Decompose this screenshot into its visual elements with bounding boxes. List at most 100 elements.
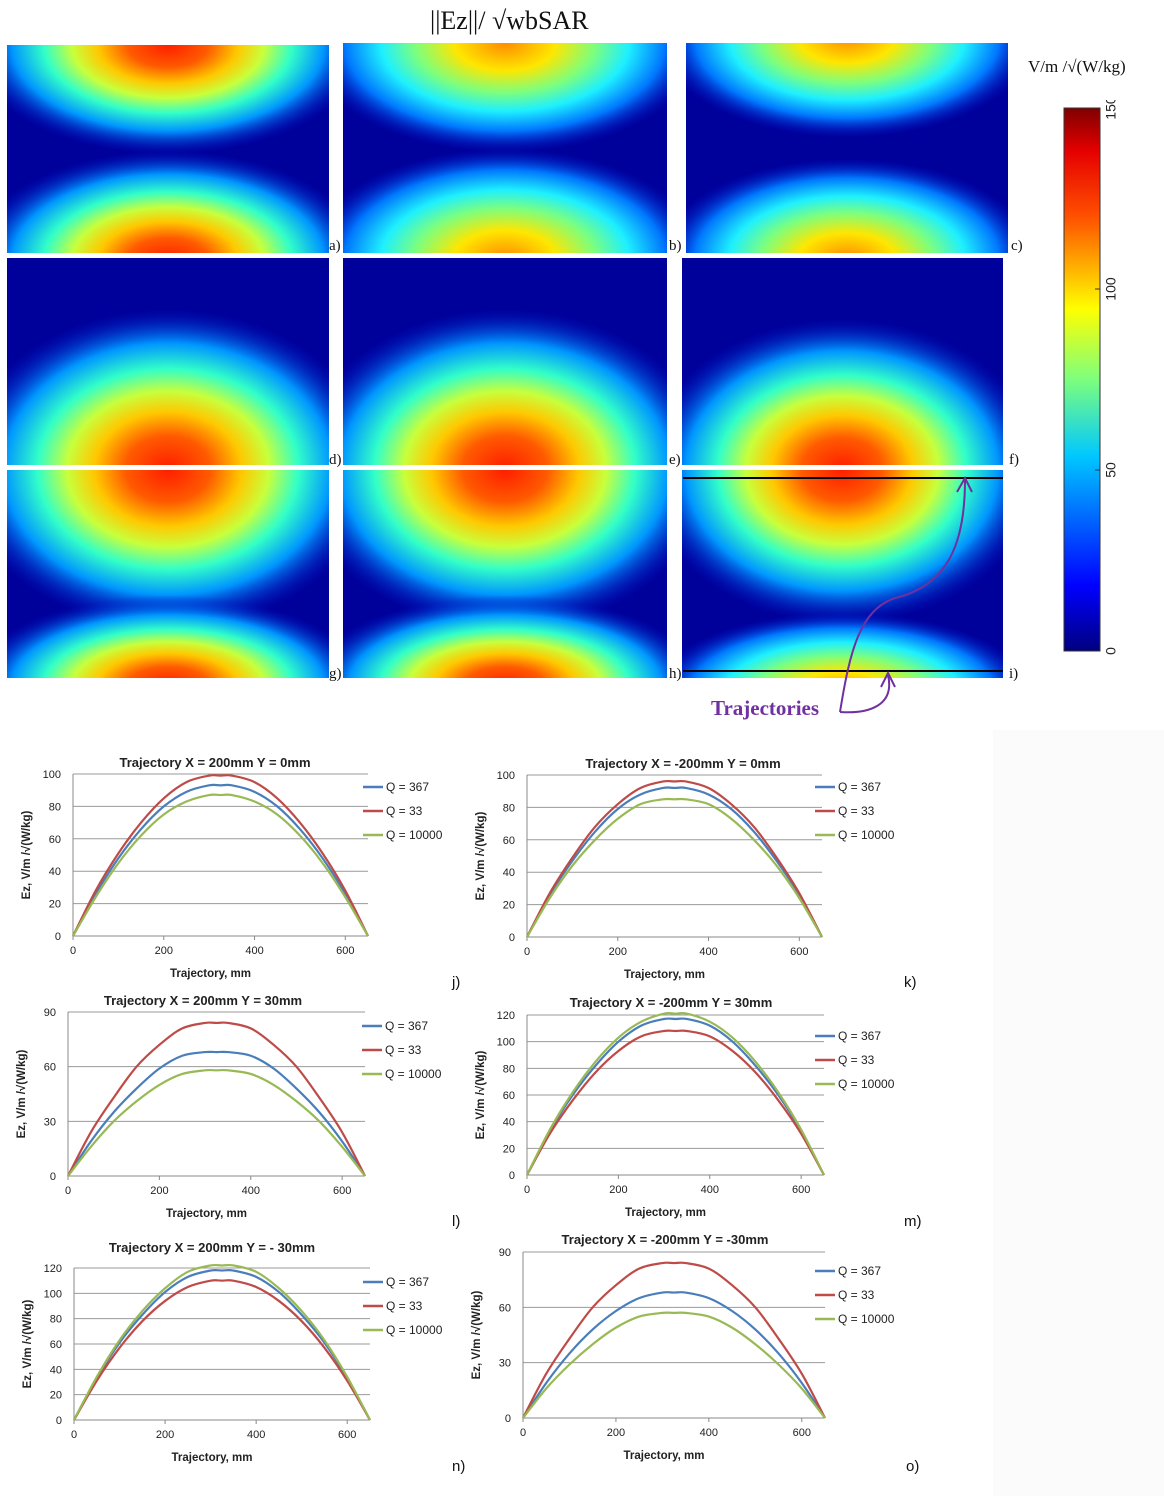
- y-tick-label: 0: [505, 1413, 511, 1425]
- chart-title: Trajectory X = -200mm Y = 0mm: [585, 756, 780, 771]
- y-tick-label: 60: [44, 1062, 56, 1074]
- side-blank-panel: [993, 730, 1164, 1496]
- colorbar-gradient: [1063, 107, 1101, 652]
- row-separator: [0, 465, 1005, 470]
- series-line-367: [67, 1050, 366, 1177]
- y-tick-label: 80: [503, 1063, 515, 1075]
- figure-title: ||Ez||/ √wbSAR: [430, 6, 589, 35]
- y-tick-label: 20: [503, 1143, 515, 1155]
- y-tick-label: 100: [497, 1037, 515, 1049]
- y-tick-label: 60: [499, 1302, 511, 1314]
- heatmap-f: [682, 258, 1003, 468]
- line-chart-j: Trajectory X = 200mm Y = 0mm 0 20 40 60 80 100…: [20, 755, 460, 991]
- x-tick-label: 0: [524, 1184, 530, 1196]
- trajectories-label: Trajectories: [711, 696, 820, 720]
- chart-title: Trajectory X = -200mm Y = 30mm: [570, 995, 773, 1010]
- legend-label: Q = 33: [385, 1043, 422, 1057]
- y-tick-label: 120: [44, 1263, 62, 1275]
- x-tick-label: 600: [790, 946, 808, 958]
- x-axis-label: Trajectory, mm: [170, 968, 251, 980]
- legend-label: Q = 10000: [838, 1312, 895, 1326]
- legend-label: Q = 367: [385, 1019, 428, 1033]
- line-chart-o: Trajectory X = -200mm Y = -30mm 0 30 60 90 0 2…: [470, 1232, 919, 1475]
- panel-label-h: h): [669, 666, 682, 682]
- legend-label: Q = 33: [838, 1288, 875, 1302]
- colorbar-tick-label: 50: [1103, 462, 1119, 478]
- heatmap-d: [7, 258, 329, 468]
- y-axis-label: Ez, V/m /√(W/kg): [15, 1049, 28, 1138]
- x-tick-label: 600: [336, 945, 354, 957]
- x-tick-label: 200: [150, 1185, 168, 1197]
- x-tick-label: 400: [247, 1429, 265, 1441]
- series-line-10000: [526, 797, 823, 938]
- series-line-33: [526, 1029, 825, 1176]
- annotation-arrow-upper: [839, 479, 966, 713]
- y-tick-label: 90: [44, 1007, 56, 1019]
- panel-label-f: f): [1009, 452, 1019, 468]
- colorbar-tick-label: 150: [1103, 100, 1119, 120]
- legend-label: Q = 10000: [838, 828, 895, 842]
- y-tick-label: 80: [50, 1314, 62, 1326]
- legend-label: Q = 10000: [386, 1323, 443, 1337]
- annotation-arrowhead-lower: [880, 670, 896, 688]
- colorbar-tick-label: 0: [1103, 647, 1119, 655]
- legend-label: Q = 367: [838, 1029, 881, 1043]
- legend-label: Q = 33: [838, 804, 875, 818]
- x-tick-label: 400: [245, 945, 263, 957]
- heatmap-a: [7, 45, 329, 255]
- x-tick-label: 200: [156, 1429, 174, 1441]
- y-tick-label: 20: [503, 900, 515, 912]
- colorbar: 0 50 100 150: [1063, 100, 1119, 655]
- x-tick-label: 0: [70, 945, 76, 957]
- series-line-33: [72, 774, 369, 937]
- chart-panel-label: n): [452, 1458, 465, 1475]
- x-tick-label: 400: [699, 946, 717, 958]
- annotation-arrowhead-upper: [956, 475, 973, 493]
- legend-label: Q = 33: [838, 1053, 875, 1067]
- legend-label: Q = 367: [386, 1275, 429, 1289]
- chart-panel-label: l): [452, 1213, 460, 1230]
- heatmap-e: [343, 258, 667, 468]
- y-tick-label: 60: [503, 835, 515, 847]
- trajectory-annotation-layer: [683, 475, 1003, 714]
- x-tick-label: 0: [71, 1429, 77, 1441]
- x-tick-label: 200: [609, 946, 627, 958]
- y-tick-label: 0: [55, 931, 61, 943]
- x-tick-label: 400: [700, 1427, 718, 1439]
- heatmap-b: [343, 43, 667, 255]
- row-separator: [0, 253, 1005, 258]
- legend-label: Q = 10000: [386, 828, 443, 842]
- y-tick-label: 40: [49, 866, 61, 878]
- legend-label: Q = 10000: [385, 1067, 442, 1081]
- legend-label: Q = 33: [386, 804, 423, 818]
- y-tick-label: 90: [499, 1247, 511, 1259]
- y-tick-label: 100: [43, 769, 61, 781]
- y-tick-label: 40: [50, 1364, 62, 1376]
- x-tick-label: 0: [65, 1185, 71, 1197]
- panel-label-a: a): [329, 238, 341, 254]
- series-line-10000: [522, 1311, 826, 1419]
- x-tick-label: 400: [242, 1185, 260, 1197]
- x-tick-label: 200: [155, 945, 173, 957]
- legend-label: Q = 33: [386, 1299, 423, 1313]
- line-chart-n: Trajectory X = 200mm Y = - 30mm 0 20 40 60 80…: [21, 1240, 465, 1475]
- x-axis-label: Trajectory, mm: [624, 1450, 705, 1462]
- x-tick-label: 200: [607, 1427, 625, 1439]
- y-axis-label: Ez, V/m /√(W/kg): [20, 810, 33, 899]
- series-line-367: [526, 786, 823, 938]
- x-tick-label: 600: [333, 1185, 351, 1197]
- line-chart-m: Trajectory X = -200mm Y = 30mm 0 20 40 60 80 1…: [474, 995, 922, 1230]
- y-tick-label: 20: [50, 1390, 62, 1402]
- y-tick-label: 60: [50, 1339, 62, 1351]
- panel-label-e: e): [669, 452, 681, 468]
- colorbar-unit-label: V/m /√(W/kg): [1028, 57, 1126, 76]
- series-line-10000: [73, 1263, 371, 1421]
- y-tick-label: 120: [497, 1010, 515, 1022]
- legend-label: Q = 367: [838, 780, 881, 794]
- chart-title: Trajectory X = -200mm Y = -30mm: [562, 1232, 769, 1247]
- heatmap-g: [7, 470, 329, 678]
- y-tick-label: 60: [503, 1090, 515, 1102]
- heatmap-c: [686, 43, 1008, 253]
- chart-panel-label: o): [906, 1458, 919, 1475]
